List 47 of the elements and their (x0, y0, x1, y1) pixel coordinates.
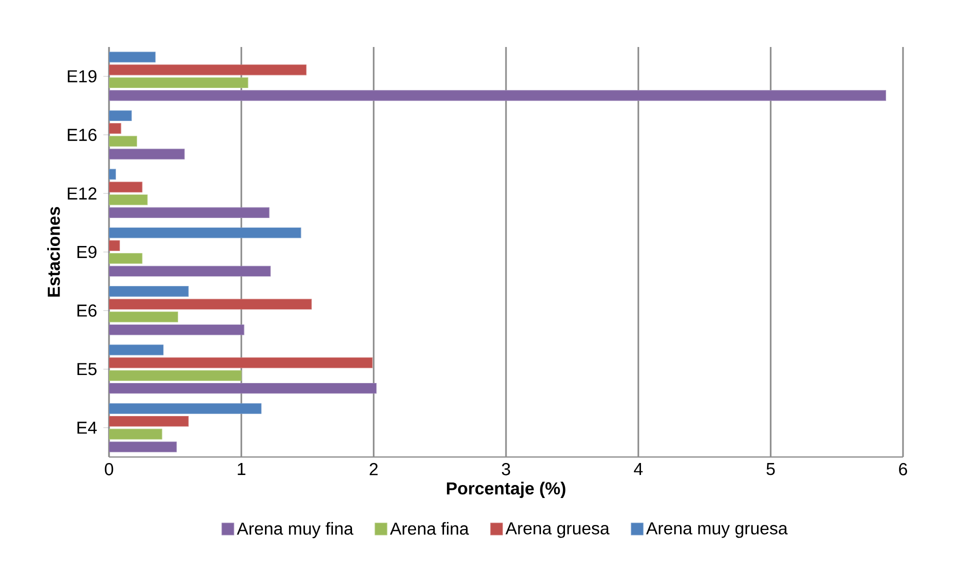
bar (109, 298, 312, 310)
bar (109, 52, 156, 62)
y-tick-label: E5 (77, 363, 97, 376)
bar (109, 253, 142, 264)
bar (109, 77, 248, 88)
bar (109, 312, 178, 322)
x-tick-label: 2 (370, 463, 378, 476)
y-tick-label: E4 (77, 422, 97, 434)
x-tick-label: 4 (634, 463, 643, 475)
x-tick-label: 6 (899, 463, 908, 476)
bar (109, 344, 164, 356)
bar (109, 123, 122, 134)
legend-label: Arena fina (390, 522, 469, 535)
bar (109, 357, 373, 368)
bar (109, 207, 270, 218)
y-axis-title: Estaciones (47, 206, 60, 297)
y-tick-label: E12 (68, 187, 96, 200)
bar (109, 240, 120, 251)
y-tick-label: E9 (77, 246, 96, 258)
x-axis-title: Porcentaje (%) (446, 482, 566, 498)
y-tick-label: E6 (77, 304, 97, 317)
bar (109, 148, 185, 160)
bar (109, 403, 262, 414)
bar (109, 324, 244, 336)
y-tick-label: E19 (68, 70, 96, 82)
y-tick-label: E16 (68, 128, 97, 141)
x-tick-label: 3 (502, 463, 510, 476)
bar (109, 416, 189, 427)
bar (109, 383, 377, 394)
bar (109, 182, 142, 192)
legend-label: Arena muy fina (236, 522, 354, 538)
bar (109, 90, 886, 101)
bar (109, 194, 148, 206)
bar (109, 227, 302, 238)
x-tick-label: 5 (766, 463, 775, 476)
bar (109, 442, 177, 452)
x-tick-label: 0 (104, 463, 114, 476)
legend-label: Arena gruesa (506, 522, 610, 538)
bar (109, 110, 132, 121)
bar (109, 370, 242, 381)
bar (109, 286, 189, 297)
x-tick-label: 1 (238, 463, 246, 475)
bar (109, 64, 306, 76)
bar (109, 136, 138, 147)
legend-label: Arena muy gruesa (646, 522, 788, 538)
bar (109, 428, 162, 440)
bar (109, 266, 271, 277)
